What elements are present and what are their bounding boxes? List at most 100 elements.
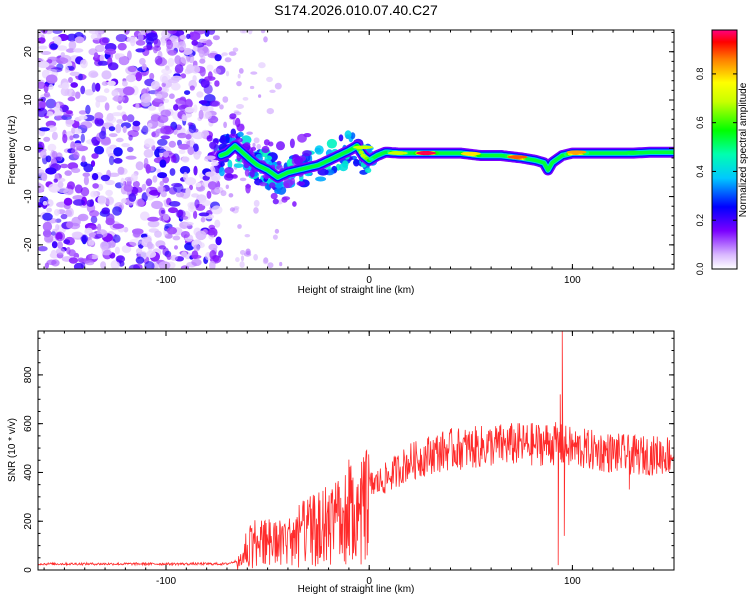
snr-series-line [38, 331, 674, 570]
ridge-blob [364, 167, 372, 174]
ridge-peak [353, 145, 374, 150]
noise-blob [177, 41, 187, 51]
noise-blob [86, 199, 94, 207]
noise-blob [206, 190, 212, 199]
noise-blob [46, 59, 53, 64]
noise-blob [144, 261, 155, 269]
snr-y-label: SNR (10 * v/v) [7, 418, 18, 482]
noise-blob [170, 155, 177, 163]
ridge-blob [237, 131, 244, 137]
ridge-blob [233, 163, 244, 169]
noise-blob [202, 175, 210, 181]
noise-blob [51, 30, 63, 34]
noise-blob [192, 46, 198, 52]
noise-blob [178, 149, 186, 155]
noise-blob [59, 163, 69, 169]
noise-blob [97, 60, 109, 66]
noise-blob [40, 96, 46, 102]
noise-blob [184, 177, 197, 186]
noise-blob [162, 176, 170, 184]
noise-blob [215, 236, 222, 246]
noise-blob [66, 246, 71, 255]
noise-blob [116, 119, 124, 124]
noise-blob [46, 199, 54, 207]
noise-blob [112, 206, 122, 216]
noise-blob [80, 133, 86, 143]
noise-blob [57, 177, 66, 183]
noise-blob [147, 216, 160, 222]
noise-blob [65, 209, 73, 217]
noise-blob [141, 183, 147, 191]
noise-blob [247, 30, 253, 35]
colorbar-tick-label: 0.6 [695, 116, 705, 129]
noise-blob [71, 167, 81, 173]
ridge-blob [274, 188, 282, 194]
noise-blob [253, 207, 259, 214]
noise-blob [90, 33, 101, 41]
noise-blob [141, 63, 147, 72]
noise-blob [159, 159, 167, 168]
noise-blob [135, 39, 146, 46]
noise-blob [127, 146, 134, 153]
noise-blob [258, 94, 262, 98]
noise-blob [225, 70, 230, 77]
ridge-blob [263, 139, 270, 146]
ridge-blob [270, 192, 278, 200]
noise-blob [279, 261, 283, 267]
noise-blob [209, 260, 216, 269]
noise-blob [143, 45, 154, 51]
noise-blob [162, 86, 170, 93]
noise-blob [121, 198, 127, 204]
noise-blob [170, 254, 178, 261]
noise-blob [56, 102, 60, 112]
noise-blob [169, 168, 176, 176]
noise-blob [253, 253, 258, 261]
noise-blob [180, 265, 190, 269]
noise-blob [170, 41, 180, 49]
noise-blob [135, 256, 145, 264]
noise-blob [157, 115, 169, 123]
noise-blob [135, 248, 143, 255]
noise-blob [191, 250, 199, 259]
noise-blob [160, 125, 172, 135]
noise-blob [71, 231, 83, 238]
noise-blob [94, 118, 100, 125]
noise-blob [253, 199, 260, 207]
noise-blob [103, 88, 110, 94]
noise-blob [51, 150, 58, 159]
noise-blob [101, 249, 113, 256]
noise-blob [88, 254, 93, 260]
noise-blob [51, 241, 58, 249]
ridge-blob [276, 141, 285, 151]
noise-blob [128, 193, 137, 202]
noise-blob [235, 257, 240, 263]
noise-blob [91, 173, 99, 181]
ridge-blob [259, 182, 267, 187]
noise-blob [152, 45, 158, 54]
noise-blob [83, 175, 89, 186]
ridge-blob [281, 196, 288, 203]
noise-blob [190, 137, 195, 148]
noise-blob [94, 52, 99, 59]
noise-blob [71, 91, 76, 97]
noise-blob [42, 212, 53, 221]
noise-blob [201, 199, 211, 207]
noise-blob [74, 128, 82, 134]
noise-blob [238, 68, 244, 74]
noise-blob [69, 135, 74, 141]
noise-blob [63, 188, 74, 196]
y-tick-label: 20 [23, 46, 34, 58]
noise-blob [239, 177, 247, 182]
noise-blob [185, 187, 191, 196]
noise-blob [43, 136, 51, 142]
noise-blob [211, 205, 223, 215]
noise-blob [62, 133, 68, 144]
noise-blob [213, 68, 222, 74]
noise-blob [166, 40, 174, 50]
ridge-blob [224, 167, 234, 175]
noise-blob [80, 187, 90, 197]
noise-blob [205, 171, 215, 177]
noise-blob [108, 172, 120, 177]
noise-blob [78, 110, 87, 115]
